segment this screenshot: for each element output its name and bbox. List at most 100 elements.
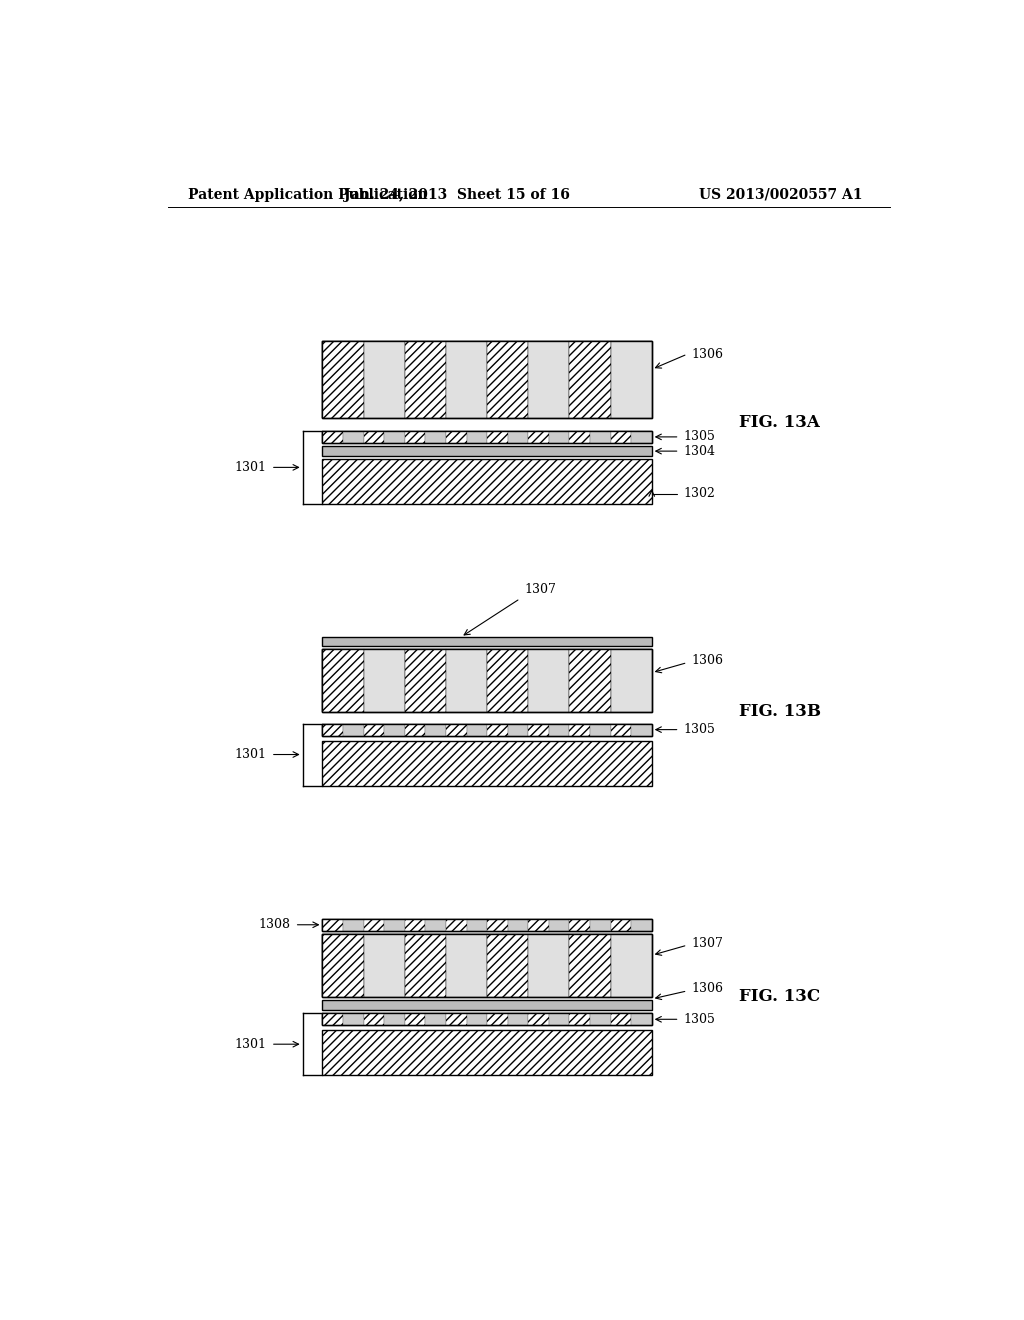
Bar bbox=[631, 919, 651, 931]
Text: FIG. 13A: FIG. 13A bbox=[739, 414, 820, 432]
Bar bbox=[425, 919, 445, 931]
Bar bbox=[549, 1014, 569, 1026]
Bar bbox=[323, 741, 652, 785]
Bar bbox=[569, 342, 610, 417]
Bar bbox=[528, 649, 569, 713]
Bar bbox=[508, 1014, 528, 1026]
Bar bbox=[528, 919, 549, 931]
Bar bbox=[445, 1014, 467, 1026]
Bar bbox=[323, 723, 652, 735]
Bar bbox=[323, 649, 364, 713]
Bar bbox=[569, 649, 610, 713]
Bar bbox=[487, 723, 508, 735]
Text: 1306: 1306 bbox=[691, 347, 724, 360]
Bar bbox=[323, 649, 652, 713]
Bar bbox=[569, 430, 590, 444]
Text: 1304: 1304 bbox=[684, 445, 716, 458]
Bar bbox=[323, 919, 652, 931]
Bar bbox=[590, 723, 610, 735]
Text: US 2013/0020557 A1: US 2013/0020557 A1 bbox=[698, 187, 862, 202]
Bar bbox=[384, 919, 404, 931]
Bar bbox=[610, 649, 652, 713]
Bar bbox=[528, 430, 549, 444]
Text: Patent Application Publication: Patent Application Publication bbox=[187, 187, 427, 202]
Bar bbox=[487, 919, 508, 931]
Bar bbox=[404, 919, 425, 931]
Bar bbox=[323, 649, 652, 713]
Bar bbox=[631, 723, 651, 735]
Bar bbox=[487, 935, 528, 997]
Text: 1307: 1307 bbox=[524, 583, 556, 597]
Bar bbox=[487, 1014, 508, 1026]
Bar bbox=[323, 919, 652, 931]
Bar bbox=[323, 935, 652, 997]
Bar bbox=[569, 723, 590, 735]
Bar bbox=[364, 649, 404, 713]
Text: 1301: 1301 bbox=[234, 1038, 267, 1051]
Text: 1307: 1307 bbox=[691, 937, 723, 949]
Bar bbox=[384, 430, 404, 444]
Bar bbox=[528, 935, 569, 997]
Bar bbox=[445, 342, 487, 417]
Text: FIG. 13B: FIG. 13B bbox=[739, 702, 821, 719]
Bar bbox=[323, 1014, 652, 1026]
Bar bbox=[343, 919, 364, 931]
Bar bbox=[323, 723, 652, 735]
Bar bbox=[445, 649, 487, 713]
Text: FIG. 13C: FIG. 13C bbox=[739, 989, 820, 1006]
Text: 1305: 1305 bbox=[684, 430, 716, 444]
Text: 1302: 1302 bbox=[684, 487, 716, 500]
Bar bbox=[528, 1014, 549, 1026]
Bar bbox=[631, 1014, 651, 1026]
Bar bbox=[569, 1014, 590, 1026]
Bar bbox=[590, 1014, 610, 1026]
Bar bbox=[590, 430, 610, 444]
Bar bbox=[364, 1014, 384, 1026]
Bar bbox=[467, 430, 487, 444]
Bar bbox=[404, 649, 445, 713]
Bar bbox=[487, 430, 508, 444]
Bar bbox=[508, 723, 528, 735]
Text: 1306: 1306 bbox=[691, 982, 724, 995]
Text: 1308: 1308 bbox=[259, 919, 291, 932]
Bar bbox=[610, 919, 631, 931]
Bar bbox=[323, 723, 343, 735]
Text: 1305: 1305 bbox=[684, 723, 716, 737]
Bar bbox=[610, 935, 652, 997]
Bar bbox=[508, 919, 528, 931]
Text: Jan. 24, 2013  Sheet 15 of 16: Jan. 24, 2013 Sheet 15 of 16 bbox=[344, 187, 570, 202]
Bar bbox=[323, 446, 652, 457]
Bar bbox=[631, 430, 651, 444]
Bar bbox=[404, 935, 445, 997]
Bar bbox=[467, 723, 487, 735]
Bar bbox=[364, 342, 404, 417]
Text: 1305: 1305 bbox=[684, 1012, 716, 1026]
Bar bbox=[323, 919, 343, 931]
Bar bbox=[404, 430, 425, 444]
Bar bbox=[445, 919, 467, 931]
Bar bbox=[610, 723, 631, 735]
Bar bbox=[569, 919, 590, 931]
Bar bbox=[404, 723, 425, 735]
Bar bbox=[404, 342, 445, 417]
Bar bbox=[610, 1014, 631, 1026]
Bar bbox=[610, 430, 631, 444]
Bar bbox=[425, 723, 445, 735]
Bar bbox=[590, 919, 610, 931]
Bar bbox=[384, 1014, 404, 1026]
Bar bbox=[508, 430, 528, 444]
Bar bbox=[610, 342, 652, 417]
Bar bbox=[323, 1014, 343, 1026]
Bar bbox=[467, 1014, 487, 1026]
Bar bbox=[528, 723, 549, 735]
Bar bbox=[549, 430, 569, 444]
Bar bbox=[323, 1031, 652, 1076]
Bar bbox=[425, 430, 445, 444]
Bar bbox=[343, 430, 364, 444]
Bar bbox=[364, 919, 384, 931]
Bar bbox=[364, 430, 384, 444]
Bar bbox=[487, 342, 528, 417]
Bar bbox=[384, 723, 404, 735]
Bar bbox=[323, 430, 652, 444]
Bar bbox=[364, 935, 404, 997]
